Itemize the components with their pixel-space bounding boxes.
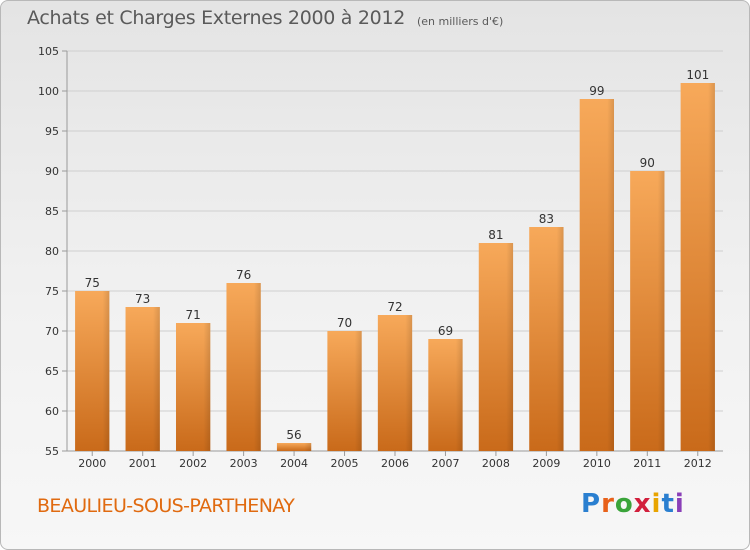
- x-tick-label: 2001: [129, 457, 157, 470]
- y-tick-label: 85: [45, 205, 59, 218]
- x-tick-label: 2010: [583, 457, 611, 470]
- y-tick-label: 105: [38, 45, 59, 58]
- bar-shade: [75, 291, 110, 451]
- y-tick-label: 65: [45, 365, 59, 378]
- bar-shade: [377, 315, 413, 451]
- data-label: 99: [589, 84, 604, 98]
- y-tick-label: 80: [45, 245, 59, 258]
- y-tick-label: 55: [45, 445, 59, 458]
- y-tick-label: 90: [45, 165, 59, 178]
- bar-shade: [428, 339, 463, 451]
- x-tick-label: 2009: [532, 457, 560, 470]
- y-tick-label: 60: [45, 405, 59, 418]
- data-label: 73: [135, 292, 150, 306]
- logo-letter: i: [651, 489, 662, 519]
- logo-letter: i: [674, 489, 685, 519]
- bar-shade: [125, 307, 160, 451]
- x-tick-label: 2000: [78, 457, 106, 470]
- y-tick-label: 100: [38, 85, 59, 98]
- data-label: 75: [85, 276, 100, 290]
- data-label: 90: [640, 156, 655, 170]
- logo-letter: o: [614, 489, 634, 519]
- labels: 55 60 65 70 75 80 85 90 95 100 105 75 2000 73 2001 71 20…: [38, 45, 712, 470]
- bar-shade: [327, 331, 362, 451]
- data-label: 72: [387, 300, 402, 314]
- data-label: 101: [686, 68, 709, 82]
- chart-title: Achats et Charges Externes 2000 à 2012: [27, 7, 406, 29]
- x-tick-label: 2007: [431, 457, 459, 470]
- x-tick-label: 2012: [684, 457, 712, 470]
- bar-shade: [680, 83, 715, 451]
- x-tick-label: 2011: [633, 457, 661, 470]
- commune-name: BEAULIEU-SOUS-PARTHENAY: [37, 495, 295, 517]
- bar-shade: [276, 443, 312, 451]
- x-tick-label: 2008: [482, 457, 510, 470]
- x-tick-label: 2002: [179, 457, 207, 470]
- logo-letter: t: [661, 489, 675, 519]
- data-label: 70: [337, 316, 352, 330]
- logo-letter: r: [601, 489, 615, 519]
- data-label: 56: [286, 428, 301, 442]
- x-tick-label: 2006: [381, 457, 409, 470]
- data-label: 83: [539, 212, 554, 226]
- proxiti-logo: Proxiti: [581, 489, 685, 519]
- bar-shade: [175, 323, 211, 451]
- y-tick-label: 95: [45, 125, 59, 138]
- data-label: 81: [488, 228, 503, 242]
- x-tick-label: 2005: [331, 457, 359, 470]
- x-tick-label: 2004: [280, 457, 308, 470]
- logo-letter: P: [581, 489, 602, 519]
- bar-shade: [529, 227, 564, 451]
- data-label: 71: [186, 308, 201, 322]
- bar-shade: [226, 283, 261, 451]
- x-tick-label: 2003: [230, 457, 258, 470]
- y-tick-label: 70: [45, 325, 59, 338]
- y-tick-label: 75: [45, 285, 59, 298]
- bar-shade: [579, 99, 615, 451]
- bars: [75, 83, 715, 451]
- data-label: 69: [438, 324, 453, 338]
- bar-shade: [478, 243, 514, 451]
- bar-shade: [630, 171, 665, 451]
- chart-subtitle: (en milliers d'€): [417, 15, 504, 28]
- data-label: 76: [236, 268, 251, 282]
- logo-letter: x: [633, 489, 652, 519]
